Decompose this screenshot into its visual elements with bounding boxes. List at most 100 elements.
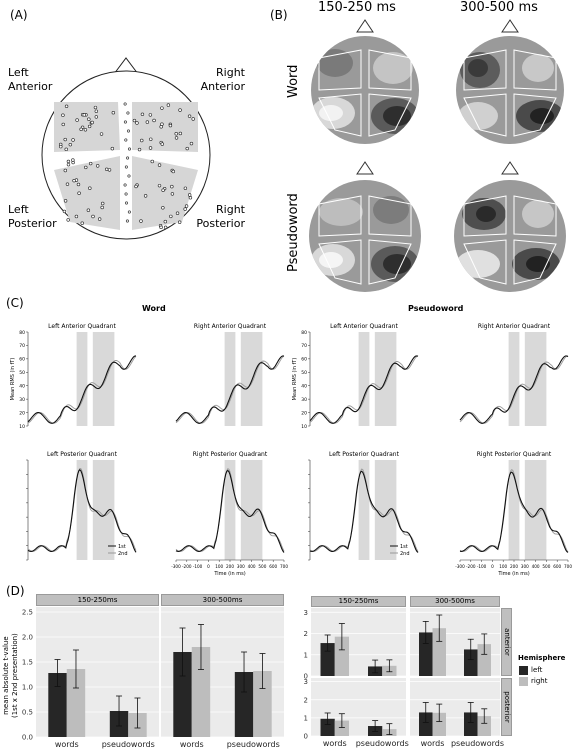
y-tick-label: 70 <box>301 343 307 349</box>
x-category-label: pseudowords <box>451 739 504 748</box>
bar-left <box>419 632 433 676</box>
sensor-dot <box>174 136 179 140</box>
bar-left <box>320 718 335 736</box>
x-tick-label: 200 <box>226 564 234 569</box>
sensor-dot <box>104 167 109 171</box>
sensor-dot <box>166 103 171 107</box>
x-tick-label: 500 <box>542 564 550 569</box>
label-right-posterior: Right Posterior <box>195 203 245 231</box>
sensor-dot <box>123 120 127 124</box>
shade-300-500 <box>92 460 115 560</box>
sensor-dot <box>161 188 165 192</box>
shade-300-500 <box>92 332 115 426</box>
y-tick-label: 50 <box>19 370 25 376</box>
waveform-2nd <box>459 468 569 553</box>
sensor-dot <box>177 220 182 224</box>
label-right-posterior-line1: Right <box>216 203 245 216</box>
panel-b-letter: (B) <box>270 8 288 22</box>
y-tick-label: 3 <box>304 609 308 617</box>
sensor-dot <box>170 184 174 189</box>
y-tick-label: 3 <box>304 678 308 686</box>
sensor-dot <box>99 132 104 136</box>
sensor-layout-head <box>41 57 211 240</box>
sensor-dot <box>159 225 163 230</box>
x-tick-label: 600 <box>269 564 277 569</box>
quadrant-title: Left Posterior Quadrant <box>47 451 118 458</box>
strip-right-150-250: 150-250ms <box>311 596 406 607</box>
sensor-dot <box>63 168 68 173</box>
sensor-dot <box>139 219 143 223</box>
waveform-1st <box>459 471 569 553</box>
y-tick-label: 0 <box>304 733 308 741</box>
y-tick-label: 60 <box>19 357 25 363</box>
x-tick-label: 600 <box>553 564 561 569</box>
sensor-dot <box>88 186 92 190</box>
sensor-dot <box>84 165 88 170</box>
waveform-1st <box>309 470 419 553</box>
y-tick-label: 2.0 <box>22 634 33 642</box>
sensor-dot <box>127 147 131 151</box>
bar-left <box>48 673 67 737</box>
x-category-label: pseudowords <box>227 740 280 749</box>
label-left-anterior-line2: Anterior <box>8 80 53 93</box>
sensor-dot <box>82 113 86 117</box>
sensor-dot <box>157 163 162 167</box>
y-tick-label: 40 <box>301 384 307 390</box>
bar-right <box>432 712 446 736</box>
sensor-dot <box>187 114 192 118</box>
panel-c-letter: (C) <box>6 296 24 310</box>
sensor-dot <box>101 201 105 206</box>
y-tick-label: 20 <box>19 410 25 416</box>
quadrant-title: Left Posterior Quadrant <box>329 451 400 458</box>
y-tick-label: 1 <box>304 714 308 722</box>
label-right-anterior: Right Anterior <box>200 66 245 94</box>
legend-label-left: left <box>531 666 543 674</box>
waveform-2nd <box>309 355 419 424</box>
sensor-dot <box>110 146 115 151</box>
y-tick-label: 0 <box>304 673 308 681</box>
sensor-dot <box>68 142 73 147</box>
sensor-dot <box>62 209 67 214</box>
sensor-dot <box>126 156 130 160</box>
y-tick-label: 60 <box>301 357 307 363</box>
shade-150-250 <box>508 332 520 426</box>
sensor-dot <box>63 137 67 142</box>
y-tick-label: 30 <box>19 397 25 403</box>
sensor-dot <box>183 207 187 211</box>
sensor-dot <box>93 105 98 110</box>
x-category-label: words <box>55 740 79 749</box>
sensor-dot <box>61 113 65 117</box>
sensor-dot <box>188 196 193 200</box>
legend-2nd-label: 2nd <box>400 551 410 557</box>
panel-d-letter: (D) <box>6 584 25 598</box>
x-tick-label: -300 <box>455 564 465 569</box>
quadrant-title: Right Posterior Quadrant <box>193 451 268 458</box>
sensor-dot <box>168 123 173 128</box>
sensor-dot <box>66 159 71 164</box>
y-tick-label: 2 <box>304 630 308 638</box>
sensor-dot <box>135 121 139 125</box>
sensor-dot <box>157 183 162 188</box>
waveform-2nd <box>175 355 285 424</box>
sensor-dot <box>61 122 65 127</box>
bar-right <box>334 720 349 736</box>
sensor-dot <box>88 161 93 166</box>
strip-left-300-500: 300-500ms <box>161 594 284 606</box>
sensor-dot <box>91 214 95 219</box>
bar-right <box>477 644 491 676</box>
shade-150-250 <box>358 332 370 426</box>
strip-left-150-250: 150-250ms <box>36 594 159 606</box>
legend-label-right: right <box>531 677 548 685</box>
sensor-dot <box>171 169 175 174</box>
y-tick-label: 70 <box>19 343 25 349</box>
legend-title: Hemisphere <box>518 654 566 662</box>
sensor-dot <box>87 117 91 121</box>
x-tick-label: 100 <box>215 564 223 569</box>
topomap-word-300-500 <box>456 19 564 144</box>
sensor-dot <box>140 112 145 116</box>
sensor-dot <box>77 191 81 195</box>
waveform-2nd <box>27 467 137 552</box>
x-category-label: words <box>323 739 347 748</box>
section-title-pseudoword: Pseudoword <box>408 304 464 313</box>
bar-left <box>173 652 192 737</box>
